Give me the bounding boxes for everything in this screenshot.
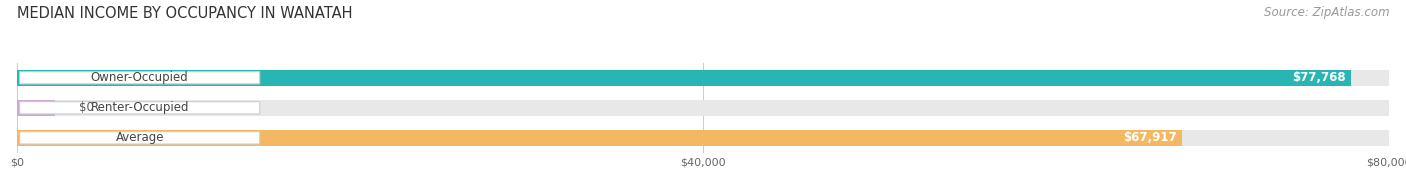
FancyBboxPatch shape (20, 102, 260, 114)
Bar (17, 130, 1389, 146)
FancyBboxPatch shape (20, 72, 260, 84)
Bar (17, 130, 1182, 146)
Text: Owner-Occupied: Owner-Occupied (91, 71, 188, 84)
Text: Source: ZipAtlas.com: Source: ZipAtlas.com (1264, 6, 1389, 19)
Text: $77,768: $77,768 (1292, 71, 1346, 84)
Bar (17, 70, 1351, 86)
Bar (17, 100, 55, 116)
Text: $0: $0 (79, 101, 94, 114)
Bar (17, 100, 1389, 116)
Bar (17, 70, 1389, 86)
Text: Average: Average (115, 131, 165, 144)
FancyBboxPatch shape (20, 132, 260, 144)
Text: MEDIAN INCOME BY OCCUPANCY IN WANATAH: MEDIAN INCOME BY OCCUPANCY IN WANATAH (17, 6, 353, 21)
Text: Renter-Occupied: Renter-Occupied (90, 101, 188, 114)
Text: $67,917: $67,917 (1123, 131, 1177, 144)
